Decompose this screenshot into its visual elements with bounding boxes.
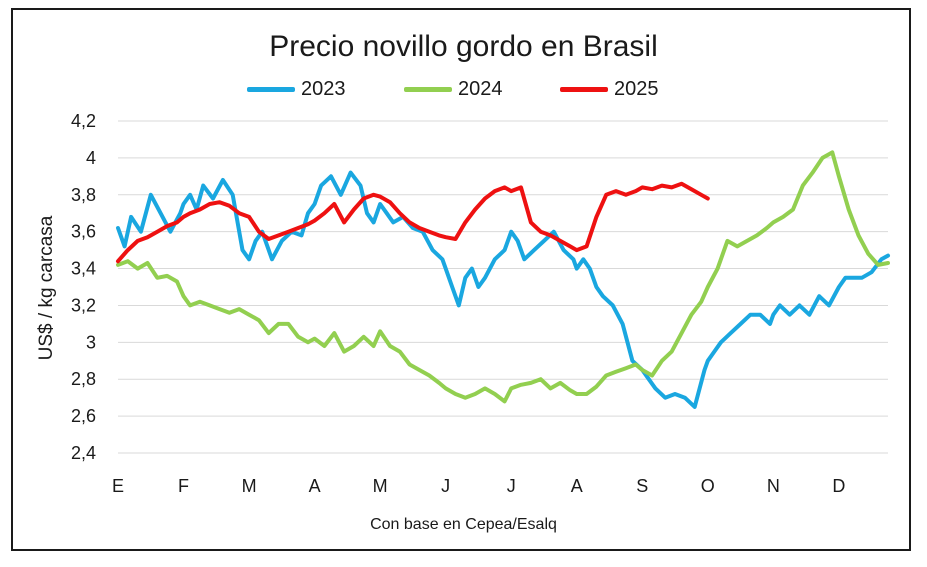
series-line-2025 — [116, 181, 710, 264]
source-note: Con base en Cepea/Esalq — [370, 516, 557, 533]
legend-label-2024: 2024 — [458, 77, 503, 100]
y-tick-label: 3,6 — [71, 222, 96, 242]
x-tick-label: S — [636, 476, 648, 496]
legend-label-2023: 2023 — [301, 77, 346, 100]
legend-item-2023: 2023 — [247, 76, 346, 102]
y-tick-label: 2,8 — [71, 369, 96, 389]
x-tick-label: O — [701, 476, 715, 496]
legend-swatch-2024 — [404, 86, 452, 92]
x-tick-label: A — [571, 476, 583, 496]
y-tick-label: 4 — [86, 148, 96, 168]
y-tick-label: 2,6 — [71, 406, 96, 426]
y-tick-label: 3,2 — [71, 295, 96, 315]
chart-legend: 2023 2024 2025 — [0, 76, 927, 102]
chart-frame — [11, 8, 911, 551]
x-tick-label: D — [832, 476, 845, 496]
y-tick-label: 3,8 — [71, 185, 96, 205]
chart-title: Precio novillo gordo en Brasil — [269, 30, 658, 63]
x-tick-label: E — [112, 476, 124, 496]
x-tick-label: M — [242, 476, 257, 496]
x-tick-label: M — [373, 476, 388, 496]
series-line-2024 — [116, 150, 890, 404]
y-tick-label: 2,4 — [71, 443, 96, 463]
x-tick-label: N — [767, 476, 780, 496]
x-tick-label: A — [309, 476, 321, 496]
legend-label-2025: 2025 — [614, 77, 659, 100]
legend-item-2025: 2025 — [560, 76, 659, 102]
x-tick-label: J — [507, 476, 516, 496]
y-tick-label: 3 — [86, 332, 96, 352]
y-tick-label: 4,2 — [71, 111, 96, 131]
x-tick-label: F — [178, 476, 189, 496]
series-line-2023 — [116, 170, 890, 409]
x-tick-label: J — [441, 476, 450, 496]
y-tick-label: 3,4 — [71, 259, 96, 279]
legend-swatch-2025 — [560, 86, 608, 92]
legend-swatch-2023 — [247, 86, 295, 92]
legend-item-2024: 2024 — [404, 76, 503, 102]
